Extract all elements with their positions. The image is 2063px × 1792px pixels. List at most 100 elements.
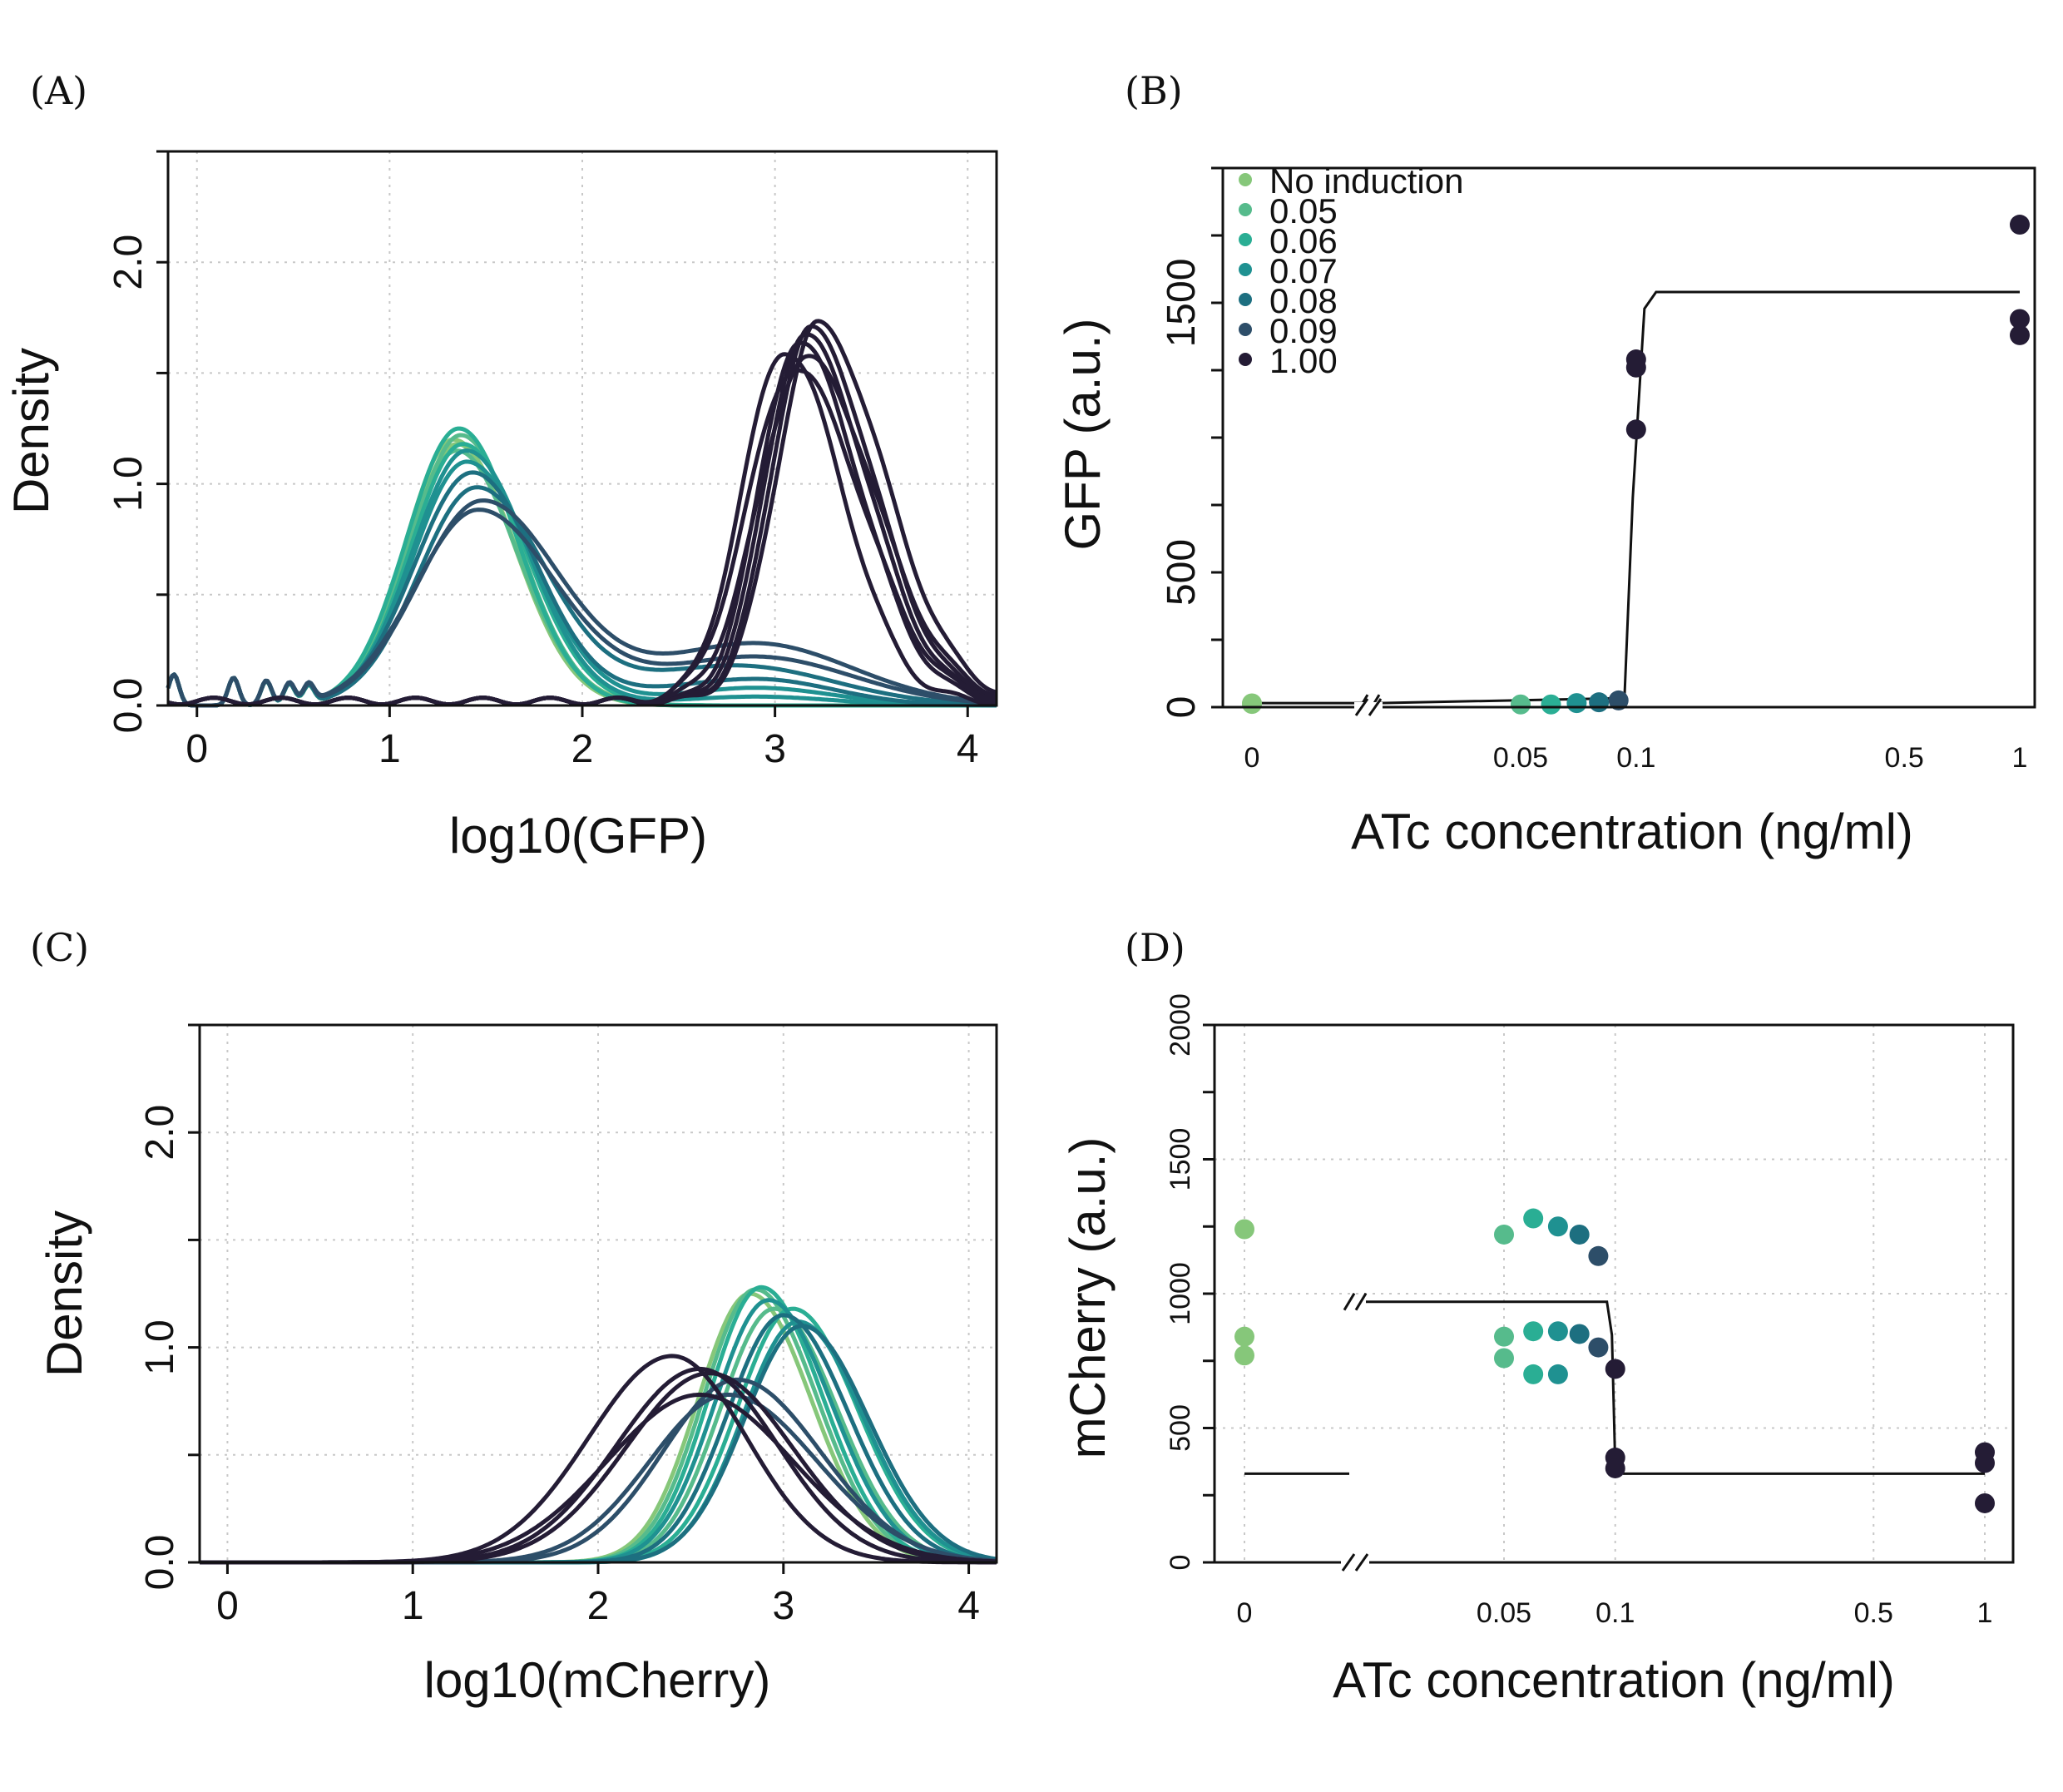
data-point-c009 [1588, 1337, 1609, 1358]
y-tick-label: 0 [1160, 696, 1204, 719]
panel-letter-b: (B) [1125, 68, 1183, 113]
data-point-c100 [1975, 1453, 1995, 1473]
axis-break-mark [1354, 1292, 1368, 1311]
data-point-c006 [1523, 1321, 1544, 1342]
y-tick-label: 0.0 [138, 1535, 182, 1591]
x-tick-label: 1 [402, 1584, 424, 1628]
data-point-c005 [1494, 1348, 1514, 1369]
density-curve-c009 [166, 507, 997, 708]
x-tick-label: 0 [1244, 742, 1260, 774]
x-tick-label: 1 [2012, 742, 2028, 774]
data-point-c100 [1975, 1493, 1995, 1513]
panel-letter-a: (A) [30, 68, 87, 113]
data-point-c009 [1608, 690, 1629, 710]
x-tick-label: 3 [764, 727, 786, 771]
data-point-c007 [1547, 1321, 1568, 1342]
y-tick-label: 500 [1165, 1404, 1196, 1452]
data-point-c006 [1541, 694, 1561, 715]
y-tick-label: 1.0 [106, 456, 151, 512]
legend-label: No induction [1269, 161, 1463, 200]
legend-swatch [1239, 233, 1252, 246]
data-point-none [1234, 1345, 1254, 1366]
legend-label: 0.07 [1269, 251, 1338, 290]
x-tick-label: 4 [957, 727, 979, 771]
x-tick-label: 0.5 [1885, 742, 1924, 774]
data-point-c007 [1566, 693, 1587, 714]
fit-line-right [1366, 1300, 1985, 1475]
data-point-c005 [1494, 1224, 1514, 1245]
panel-c-y-axis-title: Density [37, 1210, 92, 1377]
y-tick-label: 0.0 [106, 678, 151, 734]
legend-label: 1.00 [1269, 341, 1338, 380]
panel-letter-d: (D) [1125, 925, 1185, 970]
y-tick-label: 2.0 [106, 235, 151, 290]
panel-d-mcherry-dose-response: 0 0.05 0.1 0.5 1 0 500 1000 1500 2000 [1165, 993, 2015, 1629]
x-tick-label: 2 [571, 727, 594, 771]
data-point-c100 [1605, 1359, 1625, 1379]
legend-swatch [1239, 353, 1252, 366]
x-tick-label: 0.05 [1477, 1597, 1531, 1629]
x-tick-label: 0 [1237, 1597, 1253, 1629]
data-point-none [1234, 1219, 1254, 1240]
panel-b-x-axis-title: ATc concentration (ng/ml) [1351, 804, 1913, 859]
legend-label: 0.05 [1269, 191, 1338, 230]
data-point-c008 [1589, 692, 1610, 713]
panel-b-y-axis-title: GFP (a.u.) [1055, 319, 1111, 551]
x-tick-label: 4 [957, 1584, 980, 1628]
panel-c-mcherry-density: 0 1 2 3 4 0.0 1.0 2.0 [138, 1023, 998, 1628]
data-point-c008 [1569, 1224, 1590, 1245]
x-tick-label: 0.1 [1595, 1597, 1635, 1629]
legend-swatch [1239, 293, 1252, 306]
data-point-c100 [1625, 357, 1646, 378]
x-tick-label: 0.1 [1616, 742, 1655, 774]
data-point-c100 [1605, 1458, 1625, 1478]
panel-c-x-axis-title: log10(mCherry) [424, 1652, 771, 1708]
data-point-c008 [1569, 1324, 1590, 1344]
axis-break-mark [1341, 1553, 1356, 1572]
x-tick-label: 0.05 [1493, 742, 1548, 774]
data-point-c007 [1547, 1216, 1568, 1237]
axis-break-mark [1368, 698, 1383, 716]
legend-swatch [1239, 203, 1252, 216]
x-tick-label: 0 [216, 1584, 239, 1628]
axis-break-mark [1354, 698, 1369, 716]
data-point-c009 [1588, 1245, 1609, 1266]
y-tick-label: 2000 [1165, 993, 1196, 1057]
panel-a-gfp-density: 0 1 2 3 4 0.0 1.0 2.0 [106, 150, 998, 771]
legend-swatch [1239, 323, 1252, 336]
panel-letter-c: (C) [30, 925, 89, 970]
data-point-none [1234, 1326, 1254, 1347]
y-tick-label: 1000 [1165, 1262, 1196, 1325]
legend-swatch [1239, 173, 1252, 186]
data-point-c005 [1511, 694, 1531, 715]
x-tick-label: 0 [186, 727, 208, 771]
panel-a-y-axis-title: Density [3, 348, 59, 514]
y-tick-label: 0 [1165, 1555, 1196, 1571]
y-tick-label: 1.0 [138, 1319, 182, 1375]
x-tick-label: 3 [772, 1584, 794, 1628]
data-point-c100 [2010, 309, 2030, 329]
legend-label: 0.08 [1269, 281, 1338, 320]
y-tick-label: 1500 [1165, 1128, 1196, 1191]
x-tick-label: 1 [1977, 1597, 1993, 1629]
axis-break-mark [1354, 1553, 1369, 1572]
data-point-c006 [1523, 1364, 1544, 1384]
data-point-c006 [1523, 1208, 1544, 1229]
data-point-none [1242, 693, 1262, 714]
panel-d-x-axis-title: ATc concentration (ng/ml) [1333, 1652, 1895, 1708]
panel-b-gfp-dose-response: 0 0.05 0.1 0.5 1 0 500 1500 No induction0.050.06… [1160, 161, 2036, 774]
data-point-c100 [1625, 419, 1646, 440]
plot-frame [1221, 166, 2036, 709]
x-tick-label: 1 [378, 727, 401, 771]
panel-a-x-axis-title: log10(GFP) [449, 808, 707, 864]
y-tick-label: 500 [1160, 539, 1204, 606]
data-point-c007 [1547, 1364, 1568, 1384]
y-tick-label: 1500 [1160, 259, 1204, 348]
data-point-c005 [1494, 1326, 1514, 1347]
legend-label: 0.09 [1269, 311, 1338, 350]
y-tick-label: 2.0 [138, 1105, 182, 1161]
fit-line-right [1378, 290, 2020, 705]
panel-d-y-axis-title: mCherry (a.u.) [1060, 1137, 1116, 1459]
